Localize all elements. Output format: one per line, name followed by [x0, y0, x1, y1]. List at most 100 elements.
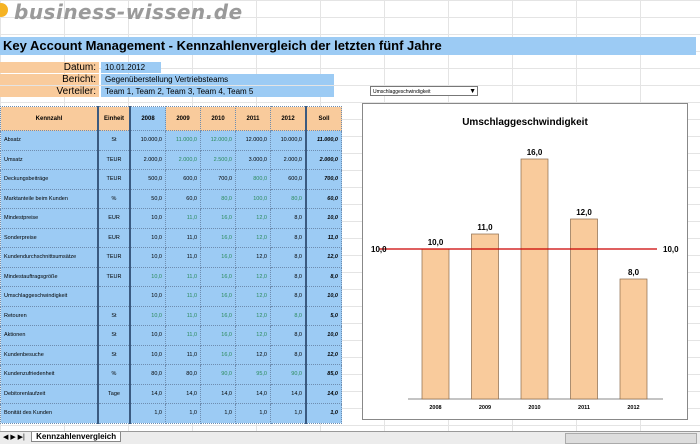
- kpi-name[interactable]: Umsatz: [0, 149, 99, 170]
- value-cell[interactable]: 2.500,0: [200, 149, 236, 170]
- bericht-value[interactable]: Gegenüberstellung Vertriebsteams: [101, 74, 334, 85]
- target-cell[interactable]: 8,0: [305, 266, 342, 287]
- value-cell[interactable]: 11,0: [165, 266, 201, 287]
- value-cell[interactable]: 11.000,0: [165, 130, 201, 151]
- value-cell[interactable]: 8,0: [270, 208, 307, 229]
- kpi-name[interactable]: Aktionen: [0, 325, 99, 346]
- value-cell[interactable]: 16,0: [200, 208, 236, 229]
- target-cell[interactable]: 14,0: [305, 383, 342, 404]
- target-cell[interactable]: 12,0: [305, 247, 342, 268]
- value-cell[interactable]: 1,0: [235, 403, 271, 424]
- value-cell[interactable]: 10.000,0: [129, 130, 166, 151]
- kpi-name[interactable]: Mindestauftragsgröße: [0, 266, 99, 287]
- tab-nav-buttons[interactable]: ◀ ▶ ▶|: [3, 434, 25, 441]
- value-cell[interactable]: 800,0: [235, 169, 271, 190]
- value-cell[interactable]: 8,0: [270, 305, 307, 326]
- value-cell[interactable]: 2.000,0: [165, 149, 201, 170]
- value-cell[interactable]: 80,0: [270, 188, 307, 209]
- value-cell[interactable]: 10,0: [129, 344, 166, 365]
- value-cell[interactable]: 12,0: [235, 247, 271, 268]
- value-cell[interactable]: 50,0: [129, 188, 166, 209]
- kpi-name[interactable]: Kundenzufriedenheit: [0, 364, 99, 385]
- value-cell[interactable]: 1,0: [165, 403, 201, 424]
- value-cell[interactable]: 3.000,0: [235, 149, 271, 170]
- value-cell[interactable]: 11,0: [165, 305, 201, 326]
- datum-value[interactable]: 10.01.2012: [101, 62, 161, 73]
- value-cell[interactable]: 8,0: [270, 344, 307, 365]
- value-cell[interactable]: 10,0: [129, 305, 166, 326]
- value-cell[interactable]: 12.000,0: [200, 130, 236, 151]
- chevron-down-icon[interactable]: ▼: [469, 88, 476, 95]
- value-cell[interactable]: 600,0: [270, 169, 307, 190]
- value-cell[interactable]: 16,0: [200, 266, 236, 287]
- value-cell[interactable]: 8,0: [270, 266, 307, 287]
- unit-cell[interactable]: TEUR: [97, 247, 131, 268]
- unit-cell[interactable]: EUR: [97, 208, 131, 229]
- sheet-tab-kennzahlenvergleich[interactable]: Kennzahlenvergleich: [31, 432, 122, 442]
- value-cell[interactable]: 10,0: [129, 266, 166, 287]
- target-cell[interactable]: 11.000,0: [305, 130, 342, 151]
- kpi-name[interactable]: Bonität des Kunden: [0, 403, 99, 424]
- value-cell[interactable]: 80,0: [165, 364, 201, 385]
- unit-cell[interactable]: [97, 286, 131, 307]
- kpi-name[interactable]: Retouren: [0, 305, 99, 326]
- verteiler-value[interactable]: Team 1, Team 2, Team 3, Team 4, Team 5: [101, 86, 334, 97]
- value-cell[interactable]: 10,0: [129, 208, 166, 229]
- value-cell[interactable]: 1,0: [270, 403, 307, 424]
- kpi-name[interactable]: Sonderpreise: [0, 227, 99, 248]
- value-cell[interactable]: 1,0: [129, 403, 166, 424]
- value-cell[interactable]: 600,0: [165, 169, 201, 190]
- value-cell[interactable]: 8,0: [270, 227, 307, 248]
- value-cell[interactable]: 12,0: [235, 286, 271, 307]
- value-cell[interactable]: 12.000,0: [235, 130, 271, 151]
- target-cell[interactable]: 60,0: [305, 188, 342, 209]
- unit-cell[interactable]: [97, 403, 131, 424]
- unit-cell[interactable]: St: [97, 130, 131, 151]
- value-cell[interactable]: 11,0: [165, 227, 201, 248]
- metric-dropdown[interactable]: Umschlaggeschwindigkeit ▼: [370, 86, 478, 96]
- value-cell[interactable]: 16,0: [200, 247, 236, 268]
- unit-cell[interactable]: %: [97, 364, 131, 385]
- value-cell[interactable]: 10,0: [129, 227, 166, 248]
- unit-cell[interactable]: TEUR: [97, 266, 131, 287]
- value-cell[interactable]: 16,0: [200, 305, 236, 326]
- value-cell[interactable]: 11,0: [165, 247, 201, 268]
- value-cell[interactable]: 14,0: [165, 383, 201, 404]
- value-cell[interactable]: 12,0: [235, 344, 271, 365]
- value-cell[interactable]: 8,0: [270, 286, 307, 307]
- value-cell[interactable]: 14,0: [235, 383, 271, 404]
- unit-cell[interactable]: TEUR: [97, 149, 131, 170]
- value-cell[interactable]: 10,0: [129, 325, 166, 346]
- value-cell[interactable]: 12,0: [235, 266, 271, 287]
- value-cell[interactable]: 100,0: [235, 188, 271, 209]
- target-cell[interactable]: 5,0: [305, 305, 342, 326]
- target-cell[interactable]: 700,0: [305, 169, 342, 190]
- value-cell[interactable]: 1,0: [200, 403, 236, 424]
- target-cell[interactable]: 2.000,0: [305, 149, 342, 170]
- target-cell[interactable]: 1,0: [305, 403, 342, 424]
- value-cell[interactable]: 14,0: [270, 383, 307, 404]
- kpi-name[interactable]: Mindestpreise: [0, 208, 99, 229]
- value-cell[interactable]: 12,0: [235, 305, 271, 326]
- value-cell[interactable]: 2.000,0: [129, 149, 166, 170]
- value-cell[interactable]: 11,0: [165, 208, 201, 229]
- value-cell[interactable]: 16,0: [200, 325, 236, 346]
- value-cell[interactable]: 80,0: [129, 364, 166, 385]
- kpi-name[interactable]: Debitorenlaufzeit: [0, 383, 99, 404]
- target-cell[interactable]: 10,0: [305, 208, 342, 229]
- value-cell[interactable]: 500,0: [129, 169, 166, 190]
- value-cell[interactable]: 8,0: [270, 247, 307, 268]
- unit-cell[interactable]: %: [97, 188, 131, 209]
- value-cell[interactable]: 11,0: [165, 325, 201, 346]
- unit-cell[interactable]: St: [97, 344, 131, 365]
- value-cell[interactable]: 90,0: [270, 364, 307, 385]
- value-cell[interactable]: 11,0: [165, 286, 201, 307]
- value-cell[interactable]: 10.000,0: [270, 130, 307, 151]
- value-cell[interactable]: 12,0: [235, 325, 271, 346]
- value-cell[interactable]: 14,0: [129, 383, 166, 404]
- value-cell[interactable]: 8,0: [270, 325, 307, 346]
- value-cell[interactable]: 2.000,0: [270, 149, 307, 170]
- value-cell[interactable]: 95,0: [235, 364, 271, 385]
- kpi-name[interactable]: Deckungsbeiträge: [0, 169, 99, 190]
- value-cell[interactable]: 16,0: [200, 286, 236, 307]
